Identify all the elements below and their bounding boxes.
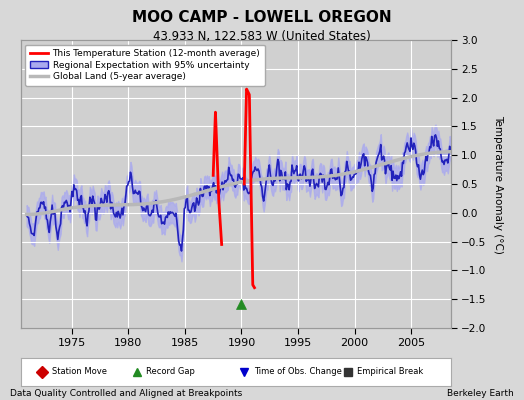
Text: Empirical Break: Empirical Break (357, 368, 423, 376)
Legend: This Temperature Station (12-month average), Regional Expectation with 95% uncer: This Temperature Station (12-month avera… (26, 44, 265, 86)
Text: Berkeley Earth: Berkeley Earth (447, 389, 514, 398)
Text: Data Quality Controlled and Aligned at Breakpoints: Data Quality Controlled and Aligned at B… (10, 389, 243, 398)
Y-axis label: Temperature Anomaly (°C): Temperature Anomaly (°C) (493, 114, 503, 254)
Text: Record Gap: Record Gap (146, 368, 195, 376)
Text: 43.933 N, 122.583 W (United States): 43.933 N, 122.583 W (United States) (153, 30, 371, 43)
Text: Time of Obs. Change: Time of Obs. Change (254, 368, 342, 376)
Text: MOO CAMP - LOWELL OREGON: MOO CAMP - LOWELL OREGON (132, 10, 392, 25)
Text: Station Move: Station Move (52, 368, 107, 376)
